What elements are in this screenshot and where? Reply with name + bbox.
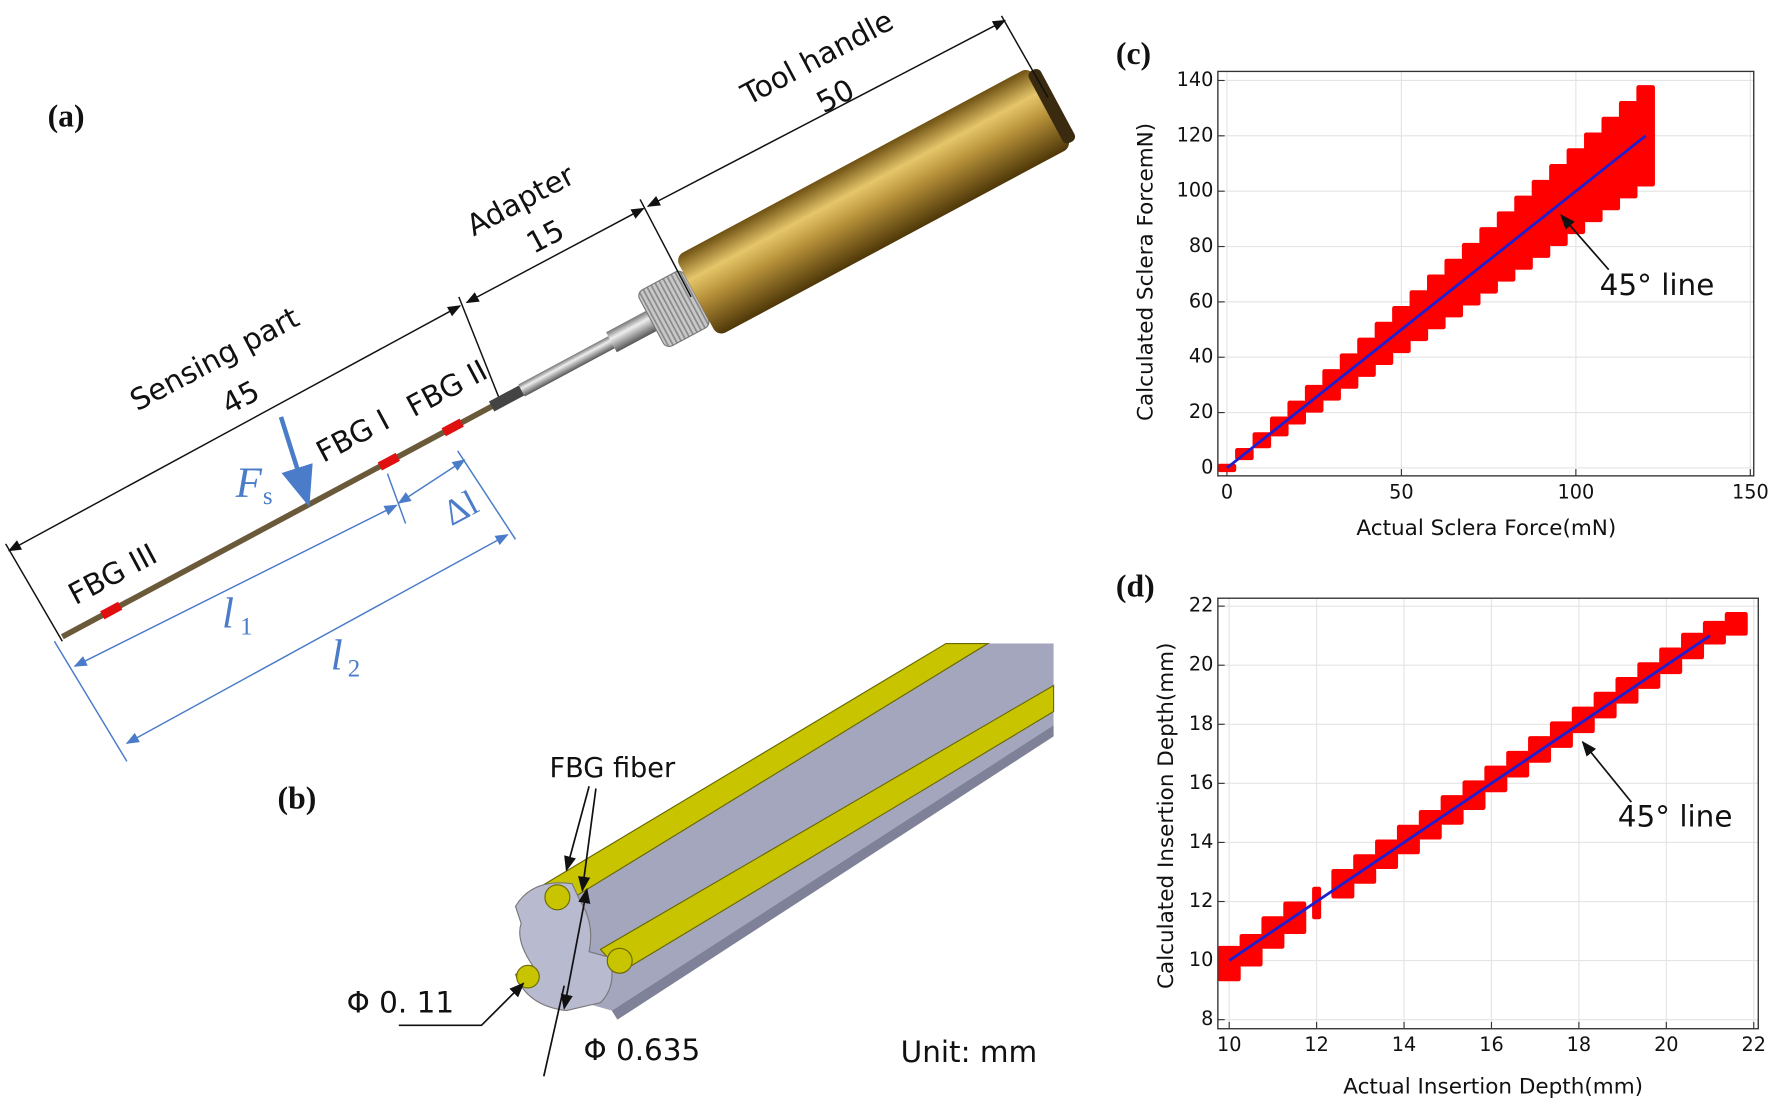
y-tick-label: 100 (1177, 179, 1214, 202)
y-tick-label: 12 (1189, 889, 1213, 912)
y-tick-label: 40 (1189, 345, 1213, 368)
x-tick-label: 10 (1217, 1033, 1242, 1056)
panel-label: (a) (48, 98, 85, 133)
dimension-label: Sensing part (124, 300, 304, 417)
plot-frame (1217, 70, 1755, 477)
delta-l-label: Δl (436, 482, 484, 533)
adapter-rod (518, 336, 615, 397)
fbg-label: FBG III (63, 537, 163, 612)
plot-frame (1217, 597, 1759, 1030)
annotation-arrow (1560, 214, 1610, 271)
l2-subscript: 2 (348, 655, 360, 682)
y-tick-label: 20 (1189, 400, 1213, 423)
fiber-end (544, 884, 571, 911)
dimension-label: Φ 0.635 (583, 1033, 700, 1067)
dimension-value: 50 (811, 72, 860, 120)
panel-label: (b) (278, 780, 317, 815)
y-tick-label: 10 (1189, 948, 1213, 971)
y-tick-label: 80 (1189, 234, 1213, 257)
annotation: 45° line (1600, 268, 1715, 302)
l1-subscript: 1 (240, 614, 252, 641)
data-layer (1217, 612, 1748, 982)
reference-line (1226, 134, 1647, 470)
annotation: 45° line (1618, 799, 1733, 833)
x-axis-label: Actual Sclera Force(mN) (1356, 516, 1616, 541)
data-layer (1217, 85, 1655, 473)
x-tick-label: 14 (1392, 1033, 1416, 1056)
fbg-label: FBG I (311, 403, 395, 469)
force-subscript: s (263, 483, 273, 510)
force-symbol: F (235, 460, 263, 507)
fbg-marker (377, 452, 400, 471)
x-tick-label: 0 (1221, 480, 1233, 503)
needle (60, 398, 503, 640)
y-tick-label: 16 (1189, 771, 1213, 794)
scatter-cloud (1217, 945, 1241, 982)
panel-label: (c) (1116, 36, 1151, 71)
unit-label: Unit: mm (901, 1035, 1038, 1069)
rod-shadow (611, 725, 1054, 1020)
y-tick-label: 22 (1189, 594, 1213, 617)
blue-dimensions (53, 416, 517, 762)
x-tick-label: 50 (1389, 480, 1414, 503)
x-tick-label: 16 (1479, 1033, 1504, 1056)
tool-handle (678, 70, 1069, 334)
fiber-end (606, 947, 633, 974)
handle-cap (1028, 69, 1076, 144)
fbg-marker (100, 601, 123, 620)
panel-a: (a) Tool handle 50 Adapter 15 Sensing pa… (5, 3, 1076, 762)
reference-line (1228, 634, 1711, 962)
y-axis-label: Calculated Sclera ForcemN) (1134, 123, 1159, 421)
annotation-arrow (1581, 740, 1633, 803)
x-tick-label: 100 (1557, 480, 1594, 503)
l2-label: l (331, 632, 343, 679)
l1-label: l (222, 590, 234, 637)
y-axis-label: Calculated Insertion Depth(mm) (1154, 642, 1179, 989)
adapter-tip (488, 385, 525, 412)
x-tick-label: 150 (1732, 480, 1769, 503)
x-tick-label: 12 (1304, 1033, 1329, 1056)
y-tick-label: 14 (1189, 830, 1213, 853)
dimension-value: 15 (521, 213, 570, 261)
y-tick-label: 60 (1189, 289, 1213, 312)
panel-label: (d) (1116, 568, 1155, 603)
y-tick-label: 8 (1201, 1007, 1213, 1030)
scatter-cloud (1724, 612, 1748, 636)
x-axis-label: Actual Insertion Depth(mm) (1343, 1075, 1643, 1099)
dimension-lines (5, 15, 1049, 642)
y-tick-label: 20 (1189, 653, 1213, 676)
leader-lines (398, 786, 597, 1077)
y-tick-label: 18 (1189, 712, 1213, 735)
x-tick-label: 22 (1741, 1033, 1766, 1056)
fbg-marker (441, 418, 464, 437)
adapter-collar (606, 310, 657, 353)
callout-label: FBG fiber (549, 753, 676, 784)
scatter-cloud (1217, 463, 1237, 473)
y-tick-label: 120 (1177, 123, 1214, 146)
panel-b: (b) FBG fiber Φ 0. 11 Φ 0.635 Unit: mm (278, 642, 1055, 1077)
x-tick-label: 18 (1567, 1033, 1592, 1056)
dimension-label: Φ 0. 11 (347, 985, 454, 1019)
y-tick-label: 140 (1177, 68, 1214, 91)
x-tick-label: 20 (1654, 1033, 1678, 1056)
chart: 0 50 100 150 0 20 40 60 80 100 120 140 45° line (c) Ac… (1116, 36, 1769, 541)
charts: 0 50 100 150 0 20 40 60 80 100 120 140 45° line (c) Ac… (1116, 36, 1769, 1099)
scatter-cloud (1702, 620, 1726, 645)
dimension-value: 45 (216, 374, 265, 422)
y-tick-label: 0 (1201, 455, 1213, 478)
fiber-end (516, 964, 540, 989)
